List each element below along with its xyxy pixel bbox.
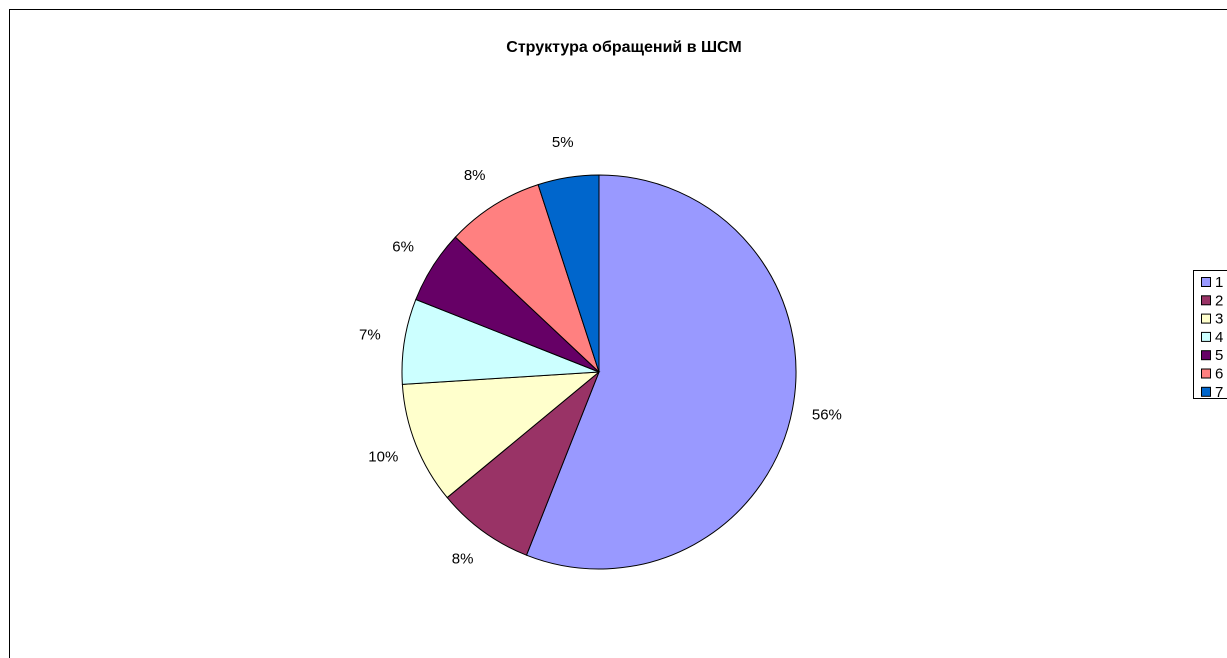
data-label: 6% [392, 239, 414, 256]
pie-slice [446, 371, 600, 556]
legend-label: 7 [1215, 384, 1223, 401]
data-label: 56% [812, 406, 842, 423]
data-label: 7% [359, 327, 381, 344]
pie-slice [525, 174, 797, 570]
pie-slice [537, 174, 600, 373]
legend-label: 6 [1215, 365, 1223, 382]
pie-slice [401, 371, 601, 499]
legend-swatch [1201, 386, 1211, 397]
legend-swatch [1201, 277, 1211, 287]
pie-slice [454, 184, 600, 373]
legend-swatch [1201, 331, 1211, 342]
legend-swatch [1201, 368, 1211, 379]
data-label: 10% [368, 448, 398, 465]
legend-swatch [1201, 313, 1211, 324]
data-label: 8% [464, 167, 486, 184]
legend-swatch [1201, 350, 1211, 361]
legend-label: 5 [1215, 347, 1223, 364]
data-label: 8% [452, 551, 474, 568]
chart-title: Структура обращений в ШСМ [506, 39, 741, 56]
legend-label: 4 [1215, 329, 1223, 346]
legend-label: 2 [1215, 292, 1223, 309]
chart-frame [9, 9, 1227, 658]
data-label: 5% [552, 134, 574, 151]
legend-label: 1 [1215, 274, 1223, 291]
legend-swatch [1201, 295, 1211, 306]
legend-label: 3 [1215, 311, 1223, 328]
